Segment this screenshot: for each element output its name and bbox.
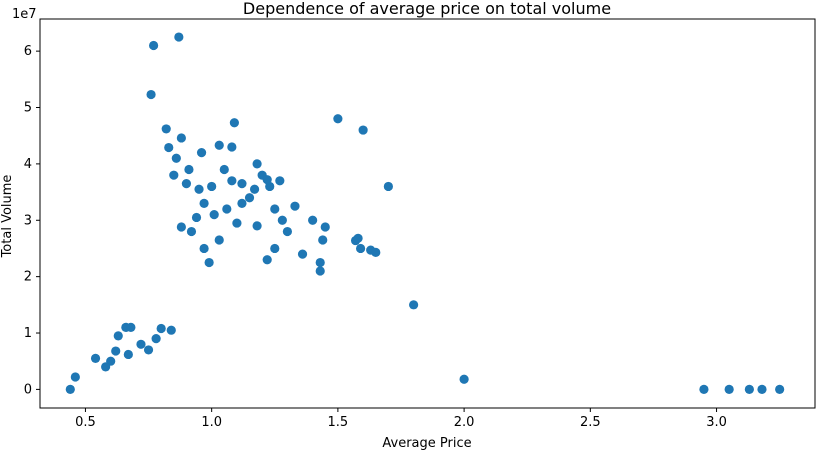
scatter-point [204, 257, 214, 268]
scatter-point [237, 198, 247, 208]
scatter-point [252, 159, 262, 169]
scatter-point [113, 331, 123, 341]
scatter-point [318, 235, 328, 245]
scatter-point [699, 384, 709, 394]
scatter-point [262, 175, 272, 185]
scatter-point [214, 235, 224, 245]
scatter-point [270, 204, 280, 214]
axis-ticks: 0.5 1.0 1.5 2.0 2.5 3.0 0 1 2 3 4 5 6 [24, 44, 727, 430]
scatter-point [371, 247, 381, 257]
scatter-point [199, 243, 209, 254]
scatter-point [123, 349, 133, 360]
chart-title: Dependence of average price on total vol… [243, 0, 611, 18]
y-tick-label: 3 [24, 213, 32, 228]
scatter-point [315, 257, 325, 268]
scatter-point [459, 374, 469, 384]
plot-frame [39, 18, 816, 409]
scatter-point [744, 384, 754, 394]
scatter-point [297, 249, 308, 259]
y-axis-scale-label: 1e7 [12, 7, 37, 22]
scatter-point [227, 176, 237, 186]
scatter-point [186, 226, 197, 237]
scatter-point [209, 210, 219, 220]
scatter-point [90, 353, 101, 363]
x-tick-label: 2.5 [580, 415, 601, 430]
scatter-point [111, 346, 121, 356]
scatter-point [775, 384, 785, 394]
scatter-point [146, 89, 156, 100]
x-tick-label: 2.0 [454, 415, 475, 430]
scatter-point [244, 193, 255, 203]
scatter-point [194, 184, 204, 194]
y-axis-label: Total Volume [0, 175, 15, 259]
scatter-point [164, 142, 174, 153]
scatter-point [166, 325, 176, 335]
scatter-point [196, 148, 207, 158]
scatter-point [315, 266, 325, 276]
scatter-points [65, 32, 785, 394]
scatter-point [724, 384, 734, 394]
scatter-point [207, 181, 217, 192]
scatter-point [277, 215, 287, 225]
scatter-point [353, 233, 363, 243]
scatter-point [262, 255, 272, 265]
scatter-point [219, 164, 229, 175]
y-tick-label: 4 [24, 157, 32, 172]
scatter-point [171, 153, 181, 163]
scatter-point [232, 218, 242, 228]
scatter-point [181, 179, 192, 189]
scatter-point [229, 118, 239, 128]
scatter-point [214, 140, 224, 150]
y-tick-label: 0 [24, 382, 32, 397]
scatter-point [136, 339, 146, 349]
scatter-point [249, 184, 260, 194]
y-tick-label: 1 [24, 326, 32, 341]
scatter-point [143, 345, 154, 355]
scatter-point [148, 40, 159, 51]
scatter-point [270, 243, 280, 254]
scatter-point [282, 226, 292, 237]
scatter-point [156, 323, 166, 334]
scatter-point [356, 243, 366, 254]
scatter-point [176, 222, 186, 232]
scatter-point [174, 32, 184, 42]
x-tick-label: 1.5 [328, 415, 349, 430]
scatter-point [333, 114, 343, 124]
scatter-point [126, 322, 136, 332]
scatter-point [161, 124, 171, 134]
scatter-point [169, 170, 179, 180]
scatter-point [237, 179, 247, 189]
x-axis-label: Average Price [382, 436, 471, 451]
x-tick-label: 1.0 [201, 415, 222, 430]
scatter-point [184, 164, 194, 175]
x-tick-label: 3.0 [706, 415, 727, 430]
scatter-point [101, 362, 111, 372]
scatter-point [320, 222, 330, 232]
y-tick-label: 5 [24, 101, 32, 116]
scatter-point [222, 204, 232, 214]
scatter-point [308, 215, 318, 225]
x-tick-label: 0.5 [75, 415, 96, 430]
scatter-point [757, 384, 767, 394]
scatter-point [70, 372, 80, 382]
scatter-point [383, 181, 393, 192]
scatter-point [409, 300, 419, 310]
y-tick-label: 2 [24, 270, 32, 285]
scatter-point [176, 133, 186, 143]
scatter-point [252, 221, 262, 231]
y-tick-label: 6 [24, 44, 32, 59]
scatter-point [199, 198, 209, 208]
scatter-point [151, 334, 161, 344]
scatter-point [290, 201, 300, 211]
scatter-point [191, 212, 202, 223]
scatter-point [358, 125, 368, 135]
scatter-point [65, 384, 75, 394]
scatter-point [275, 176, 285, 186]
scatter-point [227, 142, 237, 152]
